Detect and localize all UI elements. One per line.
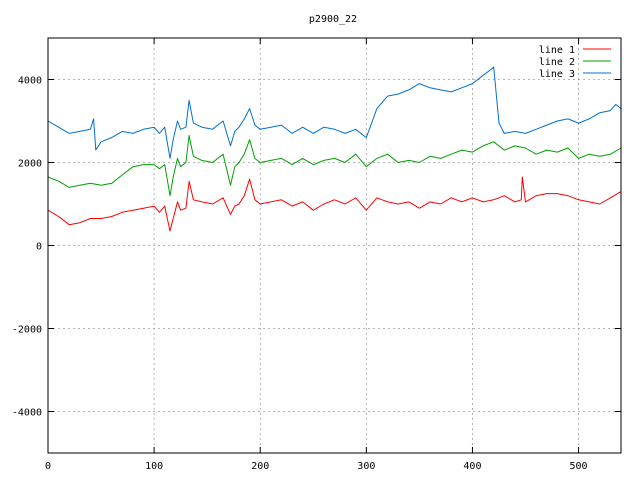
x-tick-label: 500: [570, 461, 588, 472]
y-tick-label: -2000: [12, 325, 42, 336]
chart-title: p2900_22: [309, 14, 357, 25]
x-tick-label: 0: [45, 461, 51, 472]
grid: [48, 38, 621, 453]
y-tick-label: 0: [36, 242, 42, 253]
legend-label-2: line 2: [539, 57, 575, 68]
series-group: [47, 66, 622, 232]
y-tick-label: 4000: [18, 76, 42, 87]
y-tick-label: -4000: [12, 408, 42, 419]
legend-label-3: line 3: [539, 69, 575, 80]
series-line-1: [47, 176, 622, 232]
axis-ticks: [47, 38, 621, 453]
series-line-3: [47, 66, 622, 159]
x-tick-label: 400: [463, 461, 481, 472]
tick-labels: 0 100 200 300 400 500 -4000 -2000 0 2000 4000: [12, 76, 588, 473]
x-tick-label: 200: [251, 461, 269, 472]
y-tick-label: 2000: [18, 159, 42, 170]
x-tick-label: 100: [145, 461, 163, 472]
legend-label-1: line 1: [539, 45, 575, 56]
x-tick-label: 300: [357, 461, 375, 472]
series-line-2: [47, 135, 622, 197]
